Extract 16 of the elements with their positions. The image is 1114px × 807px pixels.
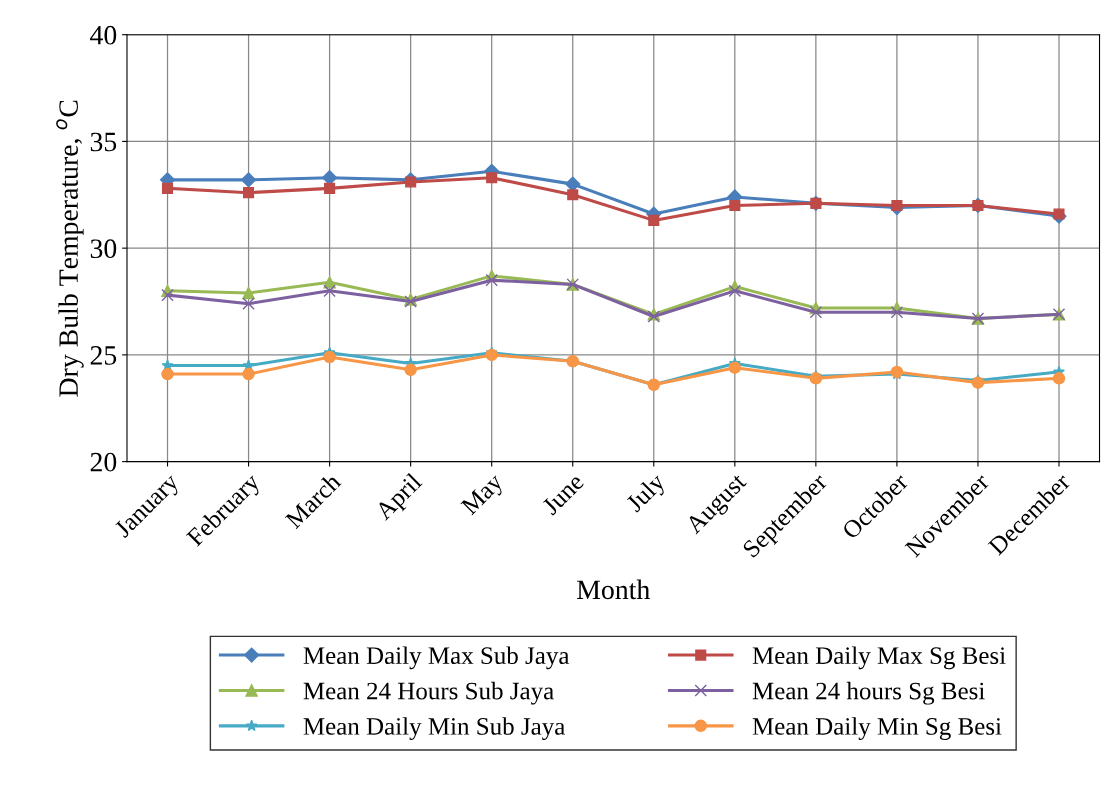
y-tick-label: 35	[90, 132, 117, 152]
y-axis-title: Dry Bulb Temperature, $^{o}$C	[56, 100, 84, 397]
legend-label: Mean 24 hours Sg Besi	[752, 681, 985, 705]
y-tick-label: 25	[90, 346, 117, 365]
legend-label: Mean Daily Min Sub Jaya	[303, 717, 565, 741]
x-axis-title: Month	[577, 579, 650, 600]
legend-label: Mean Daily Max Sub Jaya	[303, 646, 570, 670]
legend-label: Mean Daily Max Sg Besi	[752, 646, 1006, 670]
legend-label: Mean Daily Min Sg Besi	[752, 717, 1002, 741]
y-tick-label: 40	[90, 25, 117, 45]
x-tick-label: May	[460, 472, 508, 520]
x-tick-label: July	[624, 471, 670, 517]
x-tick-label: June	[541, 472, 585, 516]
y-tick-label: 30	[90, 239, 117, 259]
legend-label: Mean 24 Hours Sub Jaya	[303, 681, 554, 705]
y-tick-label: 20	[90, 452, 117, 472]
